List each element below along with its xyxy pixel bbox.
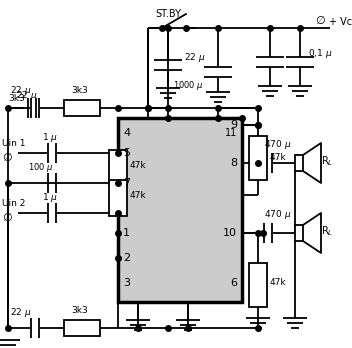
Text: 0,1 $\mu$: 0,1 $\mu$	[308, 47, 333, 61]
Text: 11: 11	[225, 128, 237, 138]
Text: 470 $\mu$: 470 $\mu$	[264, 138, 291, 151]
Text: 8: 8	[230, 158, 237, 168]
Text: 9: 9	[230, 120, 237, 130]
Text: + Vcc: + Vcc	[329, 17, 352, 27]
Text: Uin 1: Uin 1	[2, 139, 25, 148]
Bar	[249, 136, 267, 180]
Text: ST.BY: ST.BY	[155, 9, 181, 19]
Text: 47k: 47k	[270, 153, 287, 163]
Text: $\emptyset$: $\emptyset$	[2, 151, 13, 163]
Text: 22 $\mu$: 22 $\mu$	[10, 306, 32, 319]
Text: 22 $\mu$: 22 $\mu$	[184, 50, 206, 63]
Text: 6: 6	[230, 278, 237, 288]
Text: 10: 10	[223, 228, 237, 238]
Text: 3k3: 3k3	[8, 94, 25, 103]
Text: 4: 4	[123, 128, 130, 138]
Text: 22 $\mu$: 22 $\mu$	[10, 84, 32, 97]
Text: 1 $\mu$: 1 $\mu$	[42, 191, 58, 204]
Text: 3k3: 3k3	[71, 86, 88, 95]
Text: 47k: 47k	[130, 191, 147, 200]
Bar	[295, 225, 303, 241]
Text: 1 $\mu$: 1 $\mu$	[42, 131, 58, 144]
Text: 7: 7	[123, 178, 130, 188]
Text: 3: 3	[123, 278, 130, 288]
Text: R$_L$: R$_L$	[321, 224, 333, 238]
Text: 22 $\mu$: 22 $\mu$	[16, 89, 38, 102]
Bar	[64, 100, 100, 116]
Text: R$_L$: R$_L$	[321, 154, 333, 168]
Bar	[118, 118, 242, 302]
Text: $\emptyset$: $\emptyset$	[2, 211, 13, 223]
Bar	[109, 150, 127, 186]
Bar	[109, 180, 127, 216]
Text: 1: 1	[123, 228, 130, 238]
Bar	[249, 263, 267, 307]
Bar	[64, 320, 100, 336]
Text: 5: 5	[123, 148, 130, 158]
Bar	[295, 155, 303, 171]
Text: 3k3: 3k3	[71, 306, 88, 315]
Text: 100 $\mu$: 100 $\mu$	[28, 161, 54, 174]
Text: Uin 2: Uin 2	[2, 198, 25, 207]
Text: 1000 $\mu$: 1000 $\mu$	[173, 79, 204, 93]
Text: 2: 2	[123, 253, 130, 263]
Text: 470 $\mu$: 470 $\mu$	[264, 208, 291, 221]
Text: 47k: 47k	[130, 161, 147, 170]
Text: 47k: 47k	[270, 278, 287, 287]
Text: $\emptyset$: $\emptyset$	[315, 14, 326, 26]
